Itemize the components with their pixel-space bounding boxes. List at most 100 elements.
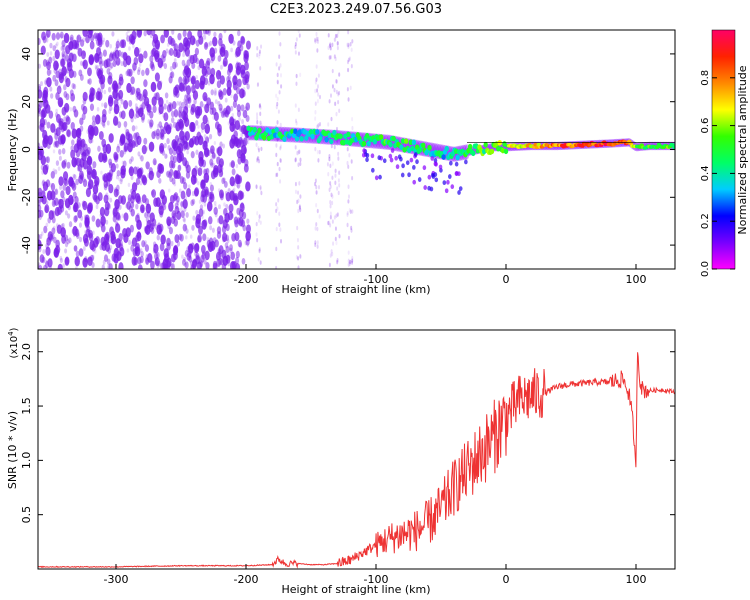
noise-speck <box>59 257 63 264</box>
streak-speck <box>333 87 336 93</box>
noise-speck <box>159 125 164 133</box>
streak-speck <box>347 184 350 189</box>
noise-speck <box>197 167 203 177</box>
noise-speck <box>156 234 160 241</box>
noise-speck <box>147 119 151 124</box>
noise-speck <box>48 210 54 220</box>
noise-speck <box>114 223 121 233</box>
noise-speck <box>145 67 150 76</box>
noise-speck <box>55 108 58 114</box>
noise-speck <box>108 133 114 143</box>
noise-speck <box>128 166 135 177</box>
snr-xtick-label: -200 <box>234 573 259 586</box>
noise-speck <box>228 33 234 44</box>
colorbar: 0.0 0.2 0.4 0.6 0.8 Normalized spectral ampl… <box>700 29 749 277</box>
streak-speck <box>334 180 337 185</box>
ridge-blob <box>274 127 279 133</box>
noise-speck <box>190 151 195 159</box>
drip-speck <box>409 157 414 163</box>
noise-speck <box>67 213 71 219</box>
noise-speck <box>57 206 62 216</box>
noise-speck <box>152 45 156 51</box>
noise-speck <box>137 30 142 36</box>
streak-speck <box>332 241 335 246</box>
noise-speck <box>113 188 119 198</box>
noise-speck <box>210 58 214 64</box>
streak-speck <box>314 181 317 187</box>
noise-speck <box>174 205 180 215</box>
noise-speck <box>184 94 188 101</box>
streak-speck <box>338 72 341 77</box>
streak-speck <box>294 44 297 50</box>
noise-speck <box>79 60 83 66</box>
noise-speck <box>61 50 66 58</box>
noise-speck <box>145 203 152 214</box>
noise-speck <box>197 30 203 39</box>
noise-speck <box>183 257 187 263</box>
streak-speck <box>256 211 259 216</box>
drip-speck <box>423 185 427 190</box>
snr-panel: -300 -200 -100 0 100 0.5 1.0 1.5 2.0 Height of … <box>6 327 676 596</box>
noise-speck <box>217 188 221 193</box>
noise-speck <box>41 194 47 205</box>
noise-speck <box>191 167 198 179</box>
noise-speck <box>204 123 211 134</box>
noise-speck <box>160 193 164 200</box>
noise-speck <box>245 114 250 122</box>
streak-speck <box>279 63 282 68</box>
streak-speck <box>328 156 331 162</box>
noise-speck <box>169 168 174 177</box>
noise-speck <box>213 140 217 145</box>
noise-speck <box>59 33 63 39</box>
noise-speck <box>203 258 207 265</box>
noise-speck <box>198 208 204 217</box>
noise-speck <box>204 103 210 114</box>
streak-speck <box>256 156 259 161</box>
noise-speck <box>111 31 115 37</box>
noise-speck <box>232 180 236 187</box>
noise-speck <box>70 149 76 159</box>
noise-speck <box>165 99 169 104</box>
ridge-blob <box>408 139 414 146</box>
noise-speck <box>187 96 192 105</box>
noise-speck <box>45 246 51 256</box>
noise-speck <box>103 212 106 217</box>
noise-speck <box>163 142 167 149</box>
streak-speck <box>331 200 334 206</box>
noise-speck <box>217 100 221 107</box>
noise-speck <box>107 247 112 254</box>
streak-speck <box>318 149 321 155</box>
noise-speck <box>153 160 157 166</box>
streak-speck <box>334 168 337 174</box>
drip-speck <box>427 174 432 180</box>
noise-speck <box>95 114 101 125</box>
streak-speck <box>327 45 330 51</box>
noise-speck <box>173 170 178 179</box>
noise-speck <box>167 35 173 45</box>
noise-speck <box>162 126 168 135</box>
noise-speck <box>52 149 56 154</box>
noise-speck <box>227 63 233 73</box>
noise-speck <box>139 107 144 115</box>
colorbar-tick-label: 0.4 <box>700 165 711 181</box>
noise-speck <box>58 120 64 130</box>
noise-speck <box>135 125 138 130</box>
noise-speck <box>117 82 122 90</box>
noise-speck <box>104 201 110 211</box>
noise-speck <box>58 155 62 161</box>
noise-speck <box>38 100 43 109</box>
noise-speck <box>62 184 67 191</box>
noise-speck <box>203 95 208 102</box>
streak-speck <box>255 184 258 189</box>
ridge-blob <box>252 126 258 133</box>
streak-speck <box>346 147 349 152</box>
streak-speck <box>331 84 334 89</box>
streak-speck <box>316 124 319 129</box>
noise-speck <box>78 236 83 243</box>
noise-speck <box>82 91 88 102</box>
noise-speck <box>103 173 109 183</box>
noise-speck <box>149 119 154 128</box>
streak-speck <box>280 84 283 89</box>
streak-speck <box>295 81 298 86</box>
